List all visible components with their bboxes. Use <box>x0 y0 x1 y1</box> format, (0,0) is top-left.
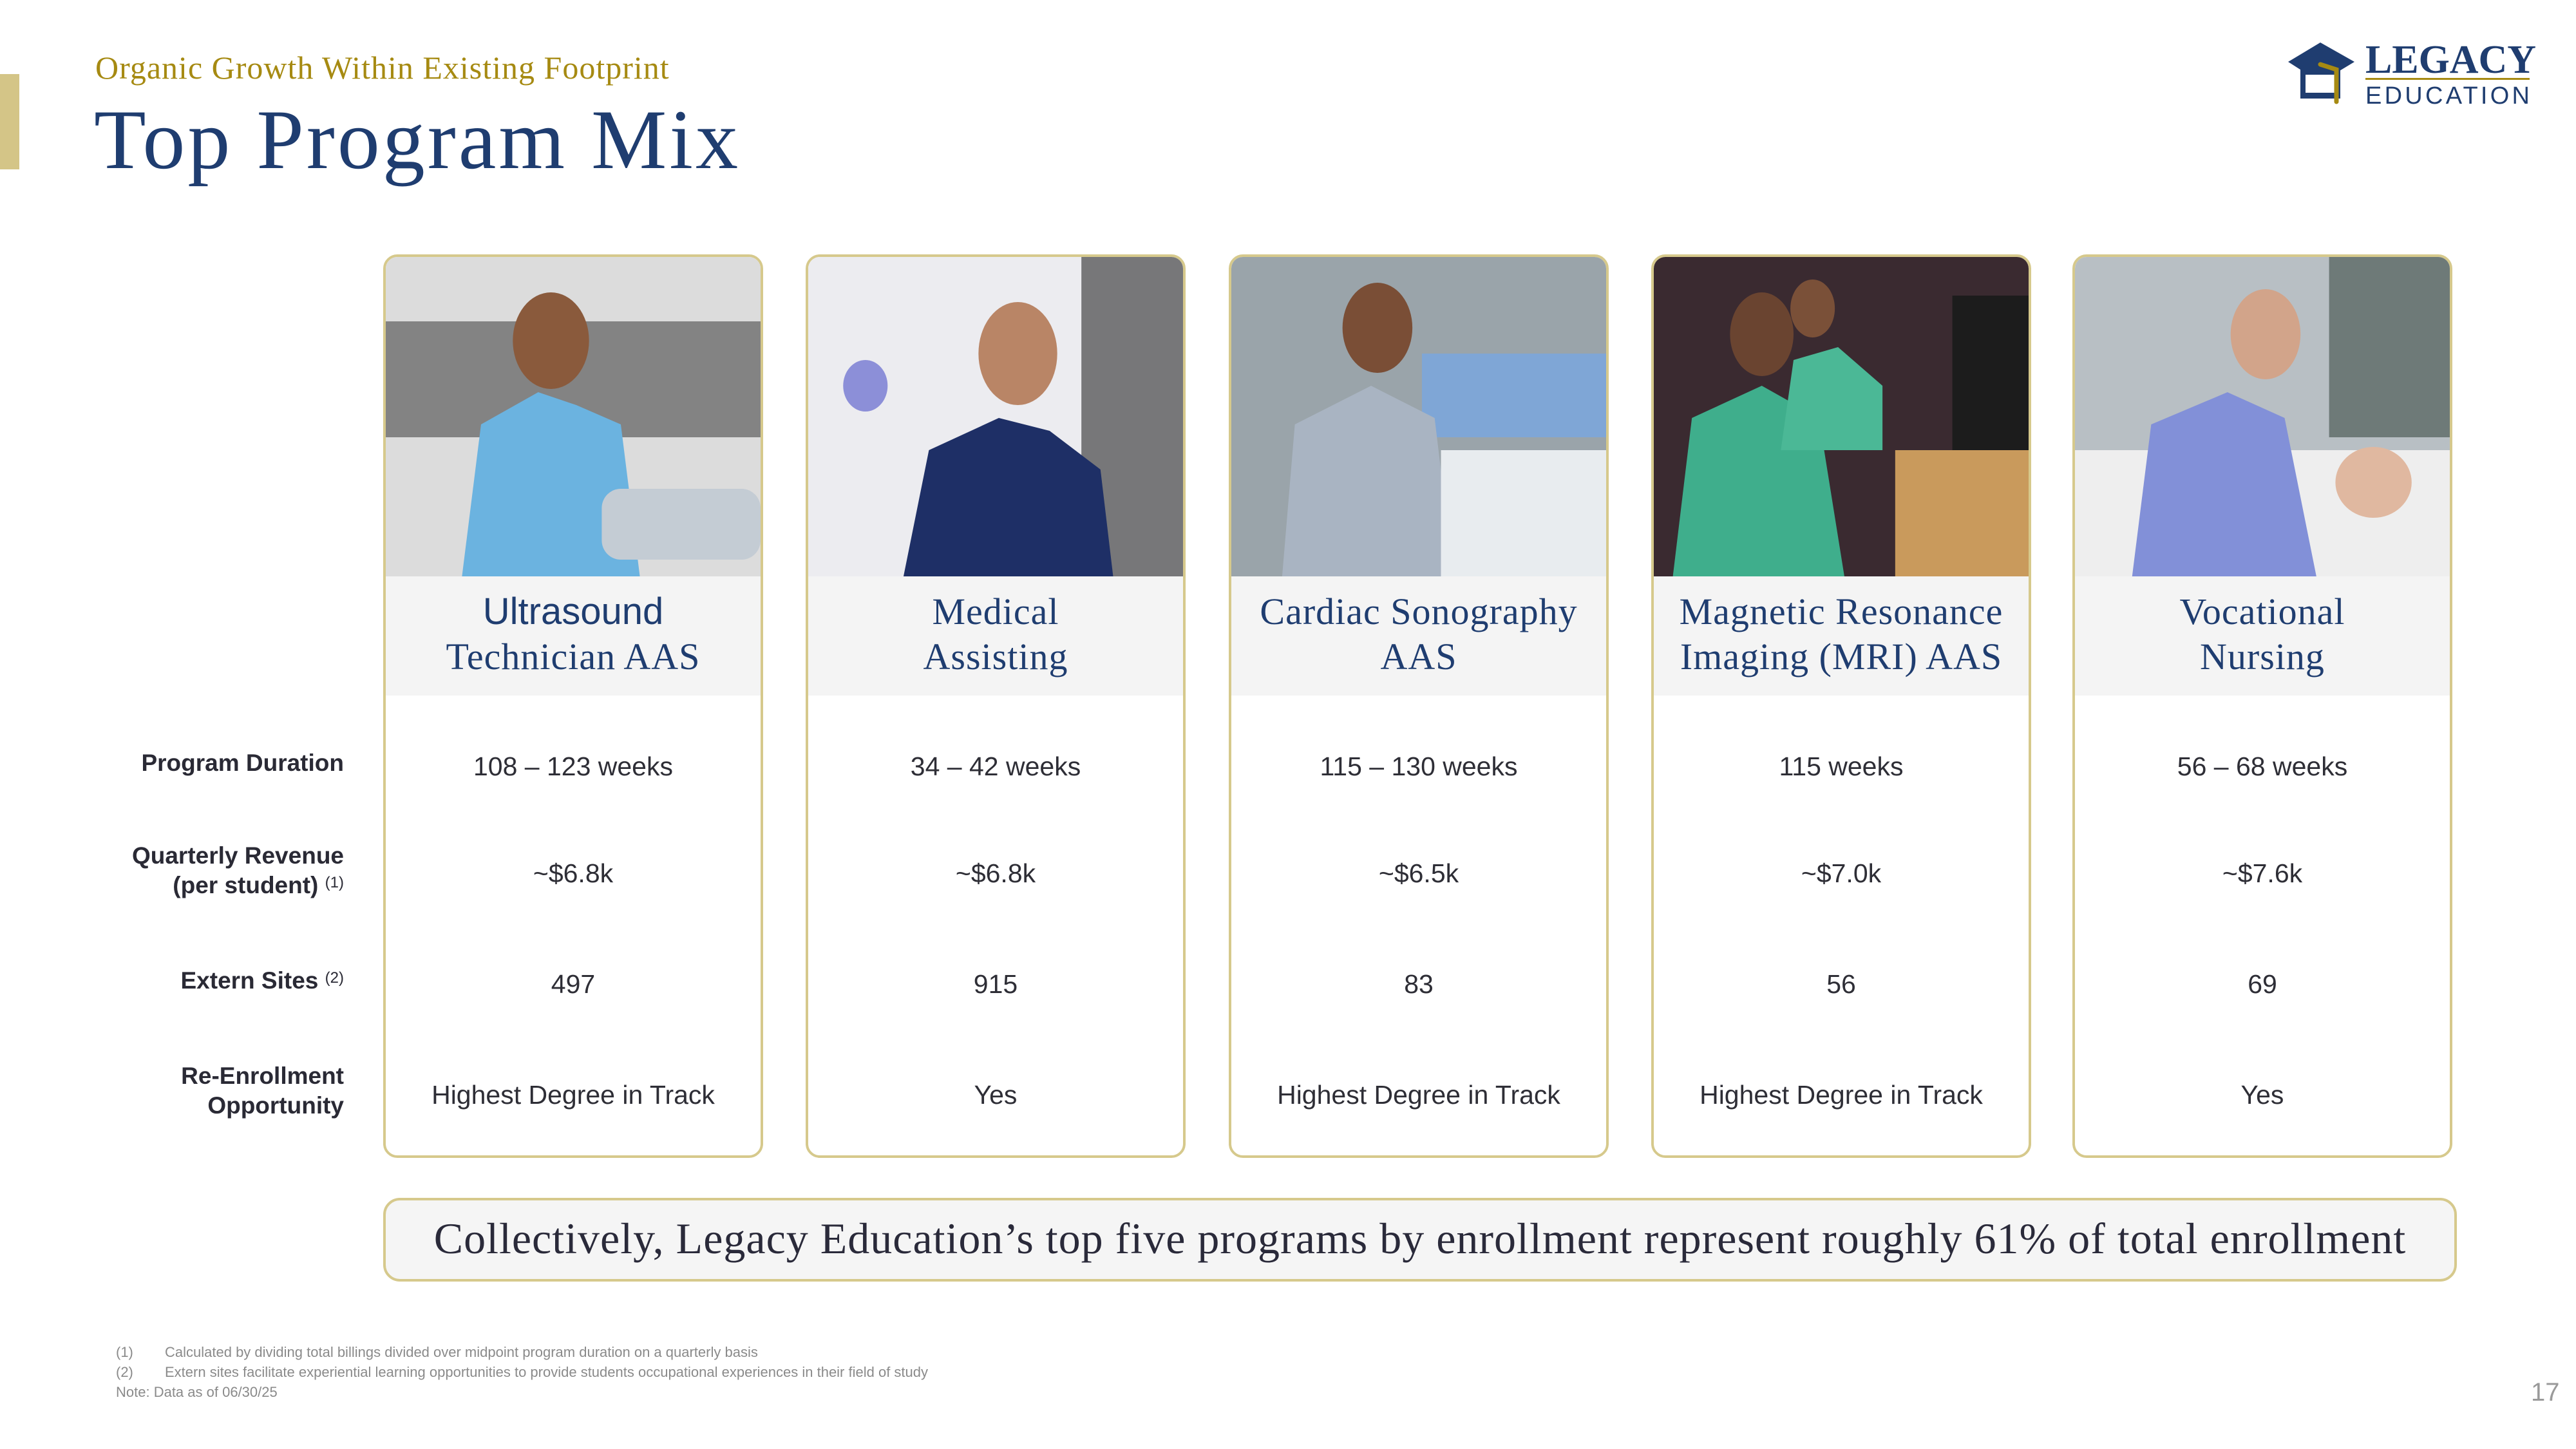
extern-sites: 83 <box>1404 969 1434 999</box>
reenrollment-opportunity: Highest Degree in Track <box>431 1080 715 1110</box>
row-label-program-duration: Program Duration <box>141 750 344 776</box>
extern-sites: 915 <box>973 969 1018 999</box>
program-photo <box>808 257 1183 576</box>
footnote-2: (2) Extern sites facilitate experiential … <box>116 1364 929 1380</box>
program-photo <box>1231 257 1606 576</box>
program-duration: 34 – 42 weeks <box>910 752 1081 781</box>
program-card-mri: Magnetic Resonance Imaging (MRI) AAS 115 … <box>1651 254 2031 1158</box>
summary-banner: Collectively, Legacy Education’s top fiv… <box>383 1198 2457 1282</box>
program-photo <box>386 257 761 576</box>
program-title: Cardiac Sonography AAS <box>1231 576 1606 696</box>
program-duration: 115 weeks <box>1779 752 1904 781</box>
row-label-quarterly-revenue: Quarterly Revenue (per student) (1) <box>131 842 344 898</box>
program-title: Vocational Nursing <box>2075 576 2450 696</box>
footnote-1: (1) Calculated by dividing total billings… <box>116 1344 758 1360</box>
reenrollment-opportunity: Highest Degree in Track <box>1700 1080 1983 1110</box>
svg-text:EDUCATION: EDUCATION <box>2365 82 2530 108</box>
program-card-vocational-nursing: Vocational Nursing 56 – 68 weeks ~$7.6k 6… <box>2072 254 2452 1158</box>
program-duration: 56 – 68 weeks <box>2177 752 2348 781</box>
reenrollment-opportunity: Highest Degree in Track <box>1277 1080 1560 1110</box>
quarterly-revenue: ~$6.8k <box>533 858 614 888</box>
extern-sites: 56 <box>1826 969 1856 999</box>
quarterly-revenue: ~$6.5k <box>1378 858 1459 888</box>
page-number: 17 <box>2531 1378 2560 1406</box>
legacy-education-logo: LEGACY EDUCATION <box>2285 37 2549 109</box>
program-photo <box>1654 257 2029 576</box>
quarterly-revenue: ~$6.8k <box>955 858 1036 888</box>
program-card-medical-assisting: Medical Assisting 34 – 42 weeks ~$6.8k 91… <box>806 254 1186 1158</box>
section-subtitle: Organic Growth Within Existing Footprint <box>95 50 670 86</box>
program-photo <box>2075 257 2450 576</box>
program-card-ultrasound: Ultrasound Technician AAS 108 – 123 weeks… <box>383 254 763 1158</box>
extern-sites: 69 <box>2248 969 2277 999</box>
program-title: Ultrasound Technician AAS <box>386 576 761 696</box>
reenrollment-opportunity: Yes <box>974 1080 1018 1110</box>
data-note: Note: Data as of 06/30/25 <box>116 1384 278 1400</box>
program-title: Medical Assisting <box>808 576 1183 696</box>
row-label-reenrollment: Re-Enrollment Opportunity <box>181 1063 344 1119</box>
program-duration: 108 – 123 weeks <box>473 752 673 781</box>
extern-sites: 497 <box>551 969 596 999</box>
page-title: Top Program Mix <box>94 92 741 187</box>
program-duration: 115 – 130 weeks <box>1320 752 1518 781</box>
reenrollment-opportunity: Yes <box>2240 1080 2284 1110</box>
quarterly-revenue: ~$7.6k <box>2222 858 2303 888</box>
svg-text:LEGACY: LEGACY <box>2365 38 2536 82</box>
row-label-extern-sites: Extern Sites (2) <box>180 967 345 994</box>
program-title: Magnetic Resonance Imaging (MRI) AAS <box>1654 576 2029 696</box>
accent-bar <box>0 74 19 169</box>
program-card-cardiac-sonography: Cardiac Sonography AAS 115 – 130 weeks ~$… <box>1229 254 1609 1158</box>
quarterly-revenue: ~$7.0k <box>1801 858 1882 888</box>
